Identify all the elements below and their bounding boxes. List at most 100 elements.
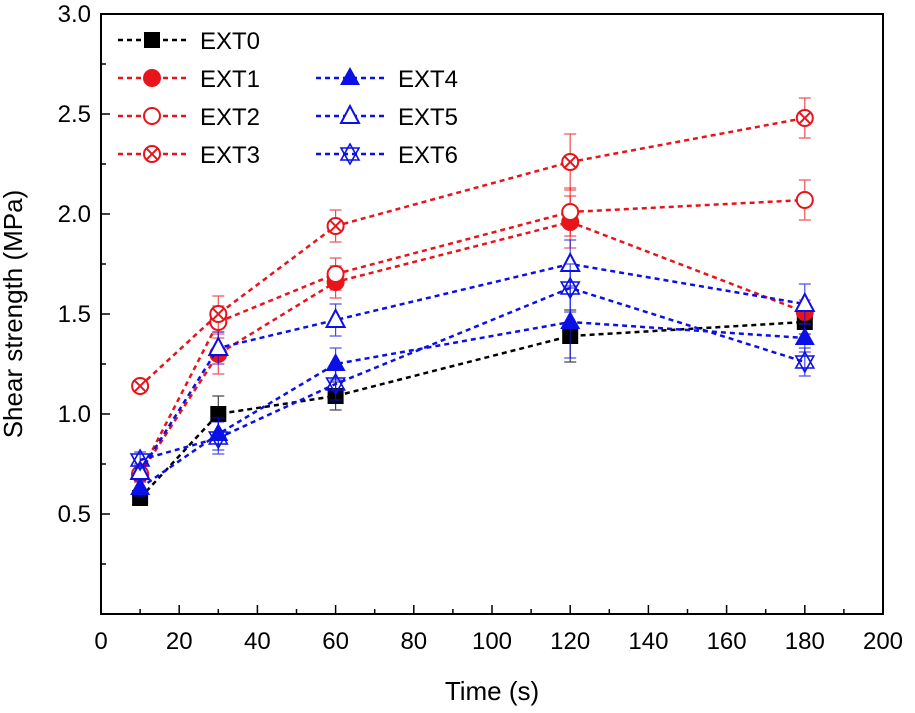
data-point — [207, 426, 229, 450]
x-tick-label: 160 — [707, 628, 747, 655]
series-line — [138, 198, 805, 475]
data-point — [794, 327, 815, 345]
legend-marker — [339, 142, 361, 166]
cross-line — [133, 379, 147, 393]
data-point — [326, 217, 345, 235]
data-point — [207, 335, 229, 356]
cross-line — [211, 307, 225, 321]
data-point — [795, 109, 814, 127]
x-tick-label: 200 — [863, 628, 903, 655]
x-tick-label: 60 — [322, 628, 349, 655]
data-point — [559, 276, 581, 300]
circle-marker — [143, 107, 161, 125]
legend-marker — [143, 69, 161, 87]
square-marker — [144, 32, 160, 48]
triangle-marker — [794, 291, 816, 312]
x-tick-label: 40 — [244, 628, 271, 655]
legend-entry-ext3: EXT3 — [118, 142, 260, 169]
legend-label: EXT5 — [398, 104, 458, 131]
data-point — [561, 153, 580, 171]
data-point — [794, 291, 816, 312]
series-line — [139, 320, 805, 490]
x-tick-label: 80 — [400, 628, 427, 655]
circle-marker — [561, 203, 580, 221]
triangle-marker — [129, 448, 151, 467]
triangle-marker — [340, 67, 360, 85]
y-tick-label: 2.5 — [58, 101, 91, 128]
error-bar — [564, 263, 577, 313]
triangle-marker — [794, 355, 816, 374]
series-line — [139, 262, 806, 473]
triangle-marker — [339, 103, 361, 124]
legend-entry-ext0: EXT0 — [118, 28, 260, 55]
legend-entry-ext2: EXT2 — [118, 104, 260, 131]
triangle-marker — [794, 327, 815, 345]
data-point — [324, 307, 347, 328]
data-point — [130, 477, 151, 495]
data-point — [131, 377, 150, 395]
legend-label: EXT4 — [398, 66, 458, 93]
triangle-marker — [207, 335, 229, 356]
legend-label: EXT0 — [200, 28, 260, 55]
y-tick-label: 0.5 — [58, 501, 91, 528]
triangle-marker — [560, 311, 581, 329]
legend-entry-ext1: EXT1 — [118, 66, 260, 93]
legend-label: EXT2 — [200, 104, 260, 131]
series-line — [139, 320, 805, 499]
x-tick-label: 140 — [628, 628, 668, 655]
triangle-marker — [325, 377, 346, 396]
triangle-marker — [129, 453, 151, 472]
triangle-marker — [324, 307, 347, 328]
legend-marker — [144, 32, 160, 48]
legend-entry-ext4: EXT4 — [316, 66, 458, 93]
triangle-marker — [559, 281, 581, 300]
data-point — [209, 305, 228, 323]
circle-marker — [326, 265, 345, 283]
legend-marker — [340, 67, 360, 85]
data-point — [326, 265, 345, 283]
x-tick-label: 100 — [472, 628, 512, 655]
series-ext2 — [131, 179, 814, 483]
data-point — [129, 448, 151, 472]
legend-label: EXT3 — [200, 142, 260, 169]
data-point — [795, 191, 814, 209]
circle-marker — [795, 191, 814, 209]
x-tick-label: 180 — [785, 628, 825, 655]
legend-entry-ext5: EXT5 — [316, 103, 458, 131]
triangle-marker — [794, 350, 816, 369]
triangle-marker — [207, 426, 229, 445]
triangle-marker — [325, 353, 346, 371]
y-tick-label: 1.0 — [58, 401, 91, 428]
legend-marker — [143, 145, 161, 163]
data-point — [561, 203, 580, 221]
data-layer — [129, 97, 816, 506]
legend-marker — [339, 103, 361, 124]
x-tick-label: 120 — [550, 628, 590, 655]
legend-label: EXT6 — [398, 142, 458, 169]
triangle-marker — [339, 147, 361, 166]
y-tick-label: 2.0 — [58, 201, 91, 228]
data-point — [325, 353, 346, 371]
y-tick-label: 3.0 — [58, 1, 91, 28]
data-point — [794, 350, 816, 374]
x-axis-title: Time (s) — [445, 676, 539, 706]
legend-entry-ext6: EXT6 — [316, 142, 458, 169]
circle-marker — [143, 69, 161, 87]
triangle-marker — [339, 142, 361, 161]
cross-line — [798, 111, 812, 125]
ticks-layer: 0 20 40 60 80 100 120 140 160 180 200 0.5 1.0 1.5 2.0 2… — [58, 1, 903, 655]
x-tick-label: 0 — [94, 628, 107, 655]
data-point — [325, 372, 346, 396]
triangle-marker — [207, 431, 229, 450]
cross-line — [145, 147, 159, 161]
legend: EXT0 EXT1 EXT2 EXT3 EXT4 EXT5 EXT6 — [118, 28, 458, 169]
legend-label: EXT1 — [200, 66, 260, 93]
series-ext5 — [129, 239, 816, 481]
y-tick-label: 1.5 — [58, 301, 91, 328]
data-point — [560, 311, 581, 329]
series-ext3 — [131, 97, 814, 395]
y-axis-title: Shear strength (MPa) — [0, 190, 28, 439]
series-ext4 — [130, 285, 815, 497]
x-tick-label: 20 — [166, 628, 193, 655]
cross-line — [329, 219, 342, 233]
